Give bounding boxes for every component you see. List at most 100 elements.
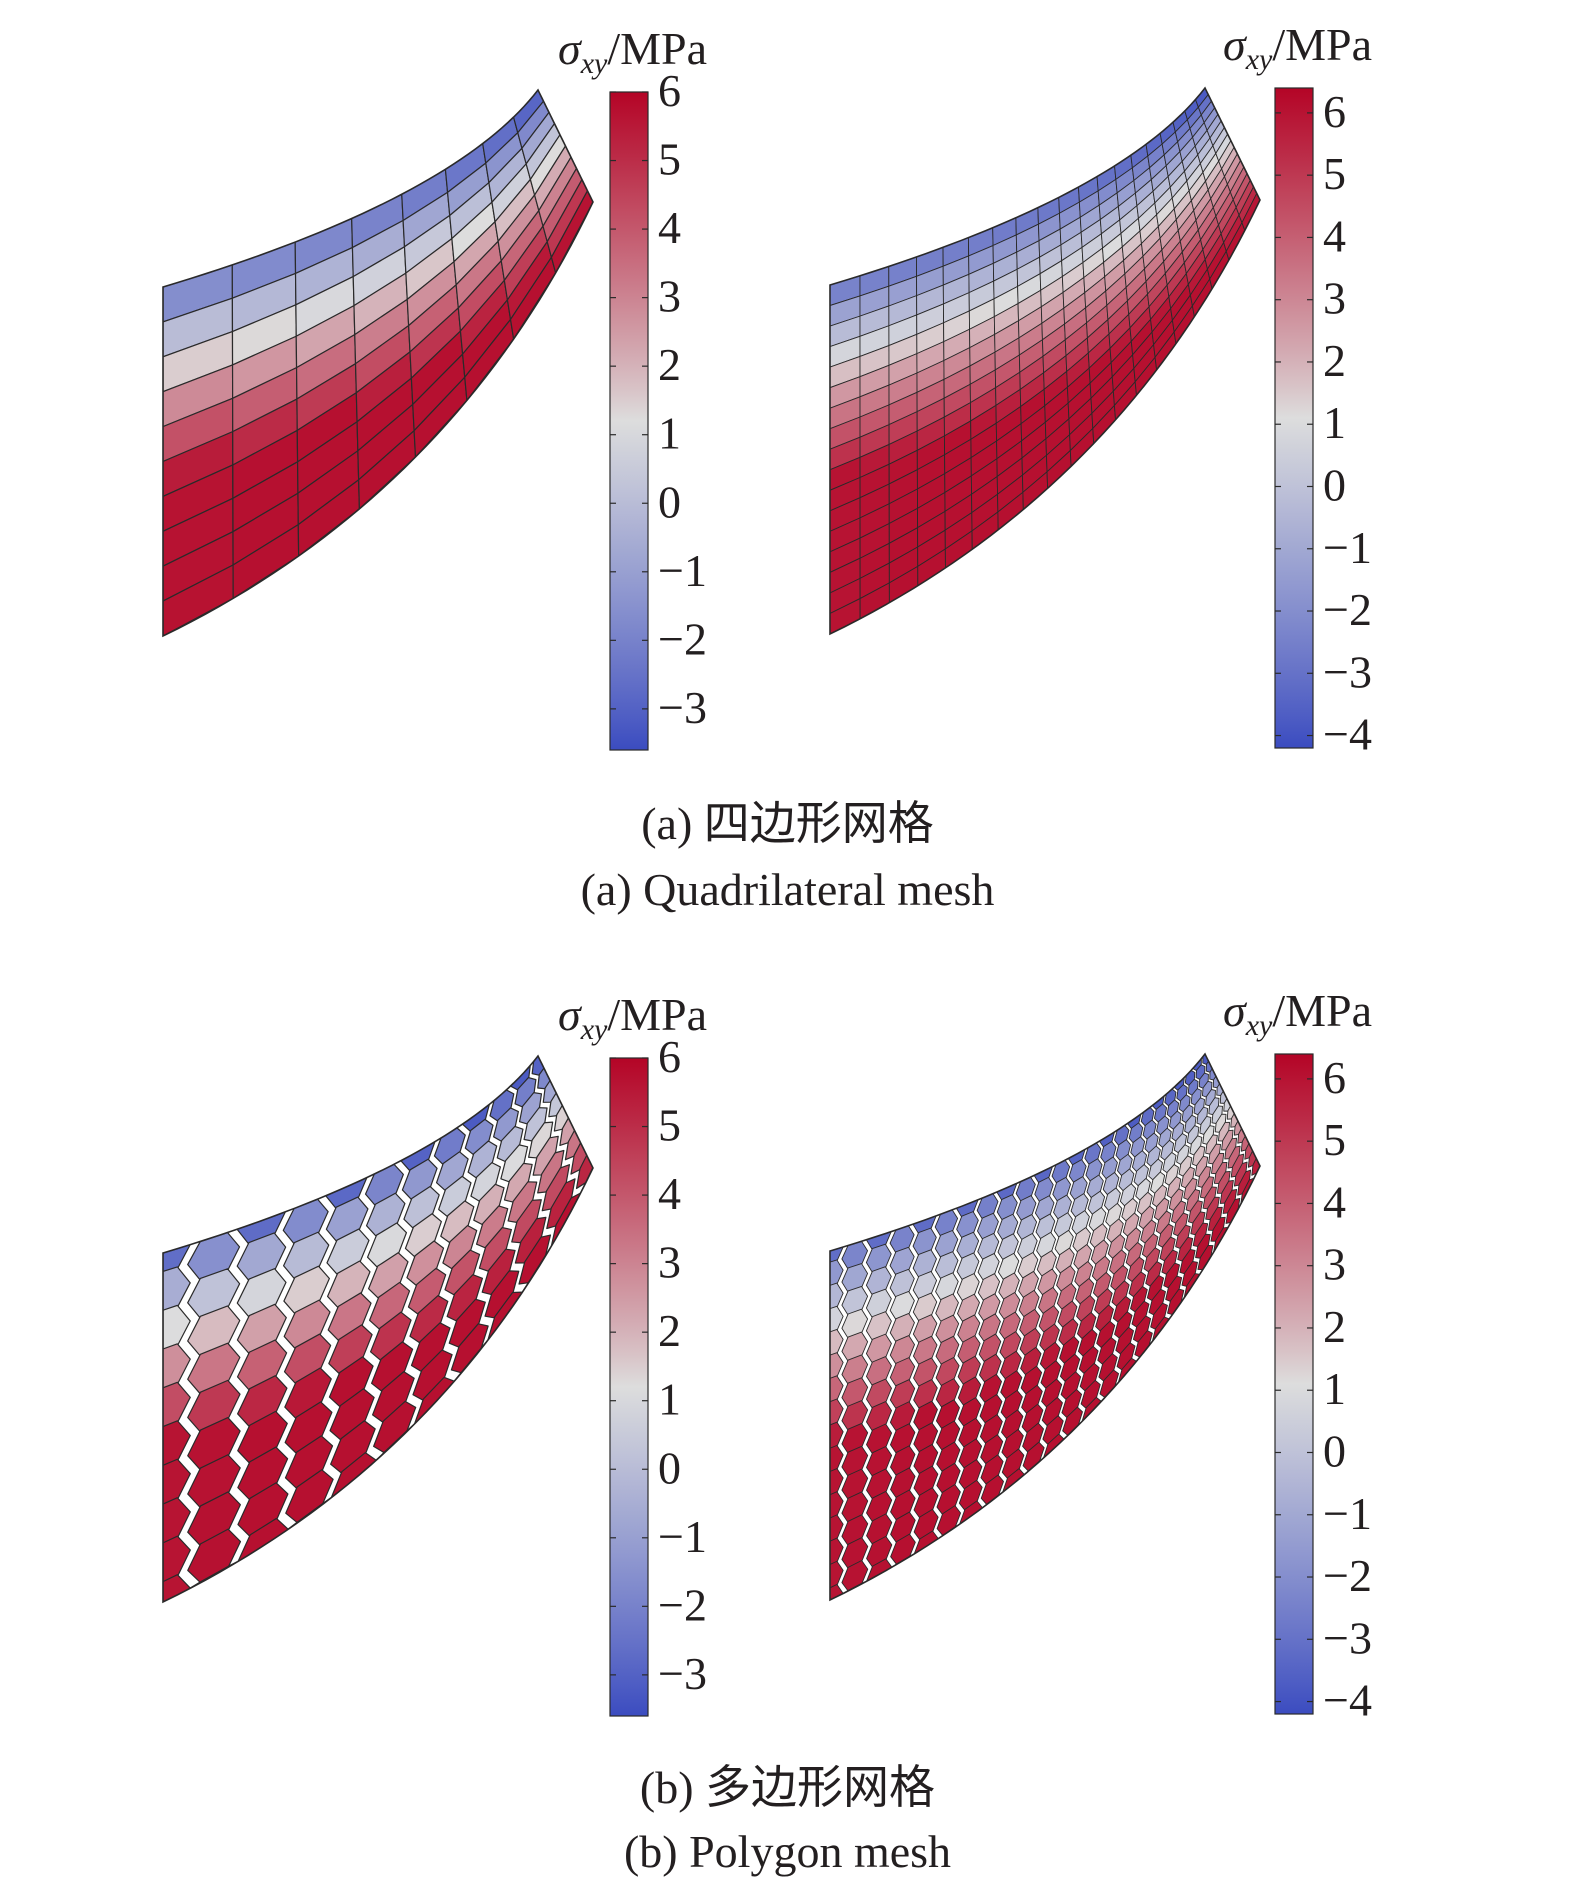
mesh-element <box>830 1537 844 1567</box>
colorbar-tick-label: 0 <box>1323 1425 1346 1476</box>
mesh-element <box>841 1308 869 1339</box>
mesh-element <box>830 1560 844 1590</box>
mesh-element <box>912 1227 937 1257</box>
mesh-element <box>865 1311 892 1341</box>
colorbar-tick-label: 3 <box>658 1237 681 1288</box>
colorbar-tick-label: 2 <box>658 339 681 390</box>
mesh-element <box>912 1270 938 1300</box>
colorbar-tick-label: 4 <box>658 202 681 253</box>
colorbar <box>1274 87 1314 749</box>
colorbar-title: σxy/MPa <box>1223 985 1372 1042</box>
colorbar-tick-label: 3 <box>658 271 681 322</box>
contour-plot-b-coarse: 6 5 4 3 2 1 0 −1 −2 −3 σxy/MPa <box>162 989 707 1717</box>
colorbar-title: σxy/MPa <box>558 23 707 80</box>
mesh-element <box>1241 192 1260 231</box>
mesh-element <box>841 1331 869 1362</box>
colorbar-tick-label: −3 <box>1323 1612 1372 1663</box>
mesh-element <box>889 1313 915 1343</box>
mesh-element <box>830 1305 844 1334</box>
colorbar-tick-label: −1 <box>1323 522 1372 573</box>
beam-outline <box>162 88 594 638</box>
colorbar-tick-label: 3 <box>1323 1239 1346 1290</box>
mesh <box>163 1056 593 1602</box>
mesh-element <box>830 1375 844 1404</box>
mesh-element <box>163 1266 191 1313</box>
colorbar-tick-label: 3 <box>1323 273 1346 324</box>
mesh-element <box>830 1514 844 1543</box>
mesh-element <box>163 1497 191 1546</box>
colorbar-tick-label: 1 <box>658 1374 681 1425</box>
mesh-element <box>830 1444 844 1474</box>
colorbar-tick-label: 4 <box>658 1168 681 1219</box>
mesh-element <box>889 1290 915 1321</box>
mesh-element <box>865 1243 892 1273</box>
mesh-element <box>841 1285 869 1316</box>
colorbar <box>1274 1053 1314 1715</box>
colorbar-tick-label: 5 <box>1323 1114 1346 1165</box>
colorbar-title: σxy/MPa <box>1223 19 1372 76</box>
colorbar-tick-label: 4 <box>1323 1176 1346 1227</box>
mesh-element <box>163 1458 191 1507</box>
colorbar <box>609 1057 649 1717</box>
colorbar-tick-label: 6 <box>1323 1052 1346 1103</box>
mesh-element <box>934 1209 959 1237</box>
colorbar-tick-label: 0 <box>658 476 681 527</box>
colorbar-tick-label: 2 <box>658 1305 681 1356</box>
beam-outline <box>162 1054 594 1604</box>
colorbar-tick-label: −3 <box>658 682 707 733</box>
colorbar-tick-label: 2 <box>1323 1301 1346 1352</box>
colorbar-tick-label: 5 <box>658 1100 681 1151</box>
mesh-element <box>550 190 593 274</box>
mesh-element <box>865 1333 892 1364</box>
mesh-element <box>830 1583 844 1600</box>
mesh <box>830 1054 1260 1600</box>
mesh-element <box>830 1468 844 1497</box>
colorbar-tick-label: −2 <box>1323 1550 1372 1601</box>
mesh-element <box>841 1263 869 1293</box>
mesh-element <box>830 1282 844 1311</box>
mesh-element <box>934 1230 959 1259</box>
mesh-element <box>841 1377 869 1408</box>
colorbar-tick-label: 1 <box>1323 1363 1346 1414</box>
colorbar-tick-label: −3 <box>1323 646 1372 697</box>
mesh-element <box>912 1249 937 1278</box>
contour-plot-b-fine: 6 5 4 3 2 1 0 −1 −2 −3 −4 σxy/MPa <box>829 985 1372 1726</box>
mesh-element <box>163 1420 191 1468</box>
contour-plot-a-coarse: 6 5 4 3 2 1 0 −1 −2 −3 σxy/MPa <box>162 23 707 751</box>
colorbar-tick-label: 6 <box>1323 86 1346 137</box>
mesh-element <box>830 1329 844 1357</box>
colorbar-tick-label: 4 <box>1323 210 1346 261</box>
colorbar-tick-label: −2 <box>658 1579 707 1630</box>
mesh <box>830 88 1260 634</box>
mesh-element <box>889 1246 915 1276</box>
colorbar-tick-label: −2 <box>1323 584 1372 635</box>
colorbar-tick-label: −1 <box>1323 1488 1372 1539</box>
colorbar-tick-label: −1 <box>658 545 707 596</box>
mesh-element <box>889 1225 915 1254</box>
colorbar-tick-label: −3 <box>658 1648 707 1699</box>
colorbar-title: σxy/MPa <box>558 989 707 1046</box>
colorbar-tick-label: −2 <box>658 613 707 664</box>
colorbar-tick-label: −1 <box>658 1511 707 1562</box>
colorbar-tick-label: 0 <box>1323 459 1346 510</box>
beam-outline <box>829 1052 1261 1602</box>
mesh-element <box>830 1398 844 1427</box>
colorbar-tick-label: 6 <box>658 65 681 116</box>
mesh-element <box>830 1259 844 1287</box>
mesh-element <box>830 1352 844 1380</box>
mesh-element <box>163 1535 191 1585</box>
colorbar-tick-label: 1 <box>1323 397 1346 448</box>
colorbar-tick-label: 0 <box>658 1442 681 1493</box>
mesh-element <box>163 1343 191 1391</box>
colorbar-tick-label: −4 <box>1323 1675 1372 1726</box>
mesh-element <box>830 1421 844 1450</box>
mesh-element <box>163 1381 191 1430</box>
beam-outline <box>829 86 1261 636</box>
mesh-element <box>163 1304 191 1352</box>
colorbar-tick-label: 2 <box>1323 335 1346 386</box>
mesh-element <box>889 1268 915 1298</box>
colorbar-tick-label: −4 <box>1323 709 1372 760</box>
colorbar-tick-label: 1 <box>658 408 681 459</box>
mesh-element <box>865 1288 892 1319</box>
